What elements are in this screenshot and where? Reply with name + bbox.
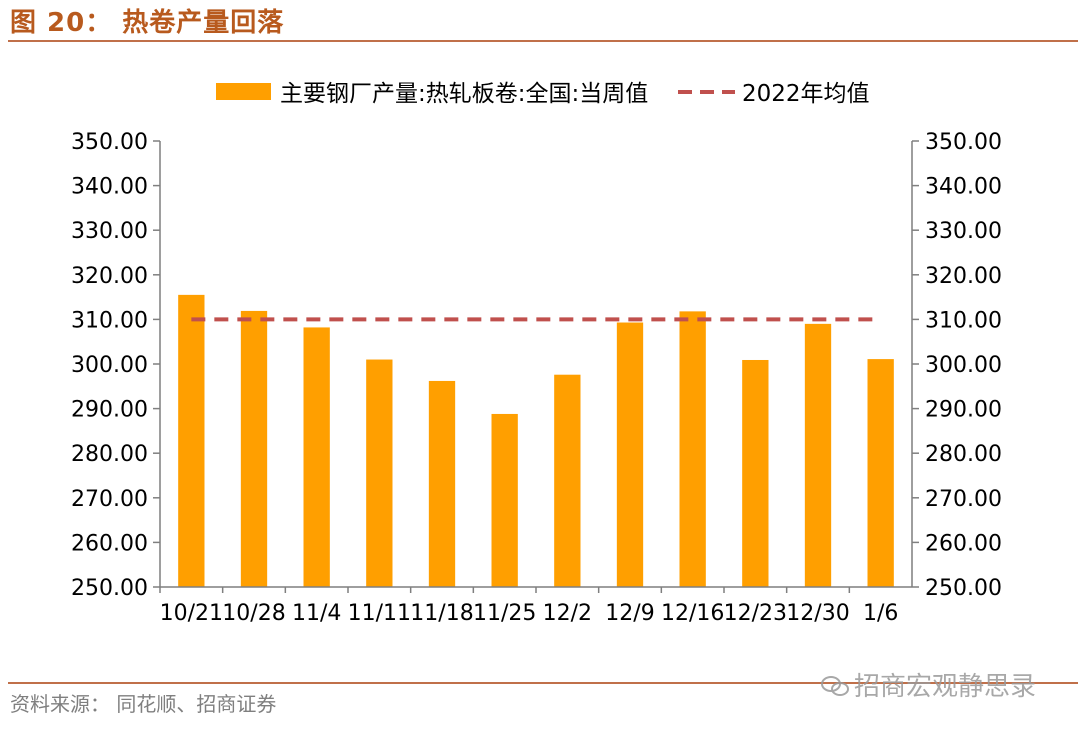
bar-11-25 — [491, 413, 518, 587]
legend-swatch-bar — [216, 83, 271, 100]
figure-title: 图 20： 热卷产量回落 — [10, 8, 285, 38]
y-tick-label-left: 310.00 — [71, 308, 148, 333]
bar-10-21 — [178, 294, 205, 587]
legend-label-average: 2022年均值 — [742, 81, 870, 107]
bar-11-18 — [428, 380, 456, 587]
y-tick-label-left: 330.00 — [71, 219, 148, 244]
bar-12-9 — [616, 322, 644, 587]
x-tick-label: 12/9 — [605, 601, 654, 626]
bar-12-23 — [742, 359, 769, 587]
y-tick-label-left: 280.00 — [71, 442, 148, 467]
watermark: 招商宏观静思录 — [820, 666, 1036, 703]
bar-12-30 — [804, 323, 832, 587]
legend-label-bar: 主要钢厂产量:热轧板卷:全国:当周值 — [280, 81, 648, 107]
y-tick-label-right: 330.00 — [925, 219, 1002, 244]
y-tick-label-right: 290.00 — [925, 398, 1002, 423]
y-tick-label-left: 350.00 — [71, 130, 148, 155]
bar-11-11 — [366, 359, 393, 587]
title-divider — [8, 40, 1078, 42]
y-tick-label-right: 280.00 — [925, 442, 1002, 467]
x-tick-label: 10/28 — [222, 601, 285, 626]
bar-12-16 — [679, 311, 706, 587]
x-tick-label: 12/30 — [786, 601, 849, 626]
bar-series — [178, 294, 894, 587]
bar-10-28 — [240, 310, 268, 587]
y-tick-label-right: 340.00 — [925, 175, 1002, 200]
y-tick-label-right: 300.00 — [925, 353, 1002, 378]
x-tick-label: 1/6 — [863, 601, 898, 626]
bar-chart: 主要钢厂产量:热轧板卷:全国:当周值 2022年均值 250.00260.002… — [71, 81, 1002, 626]
wechat-icon — [821, 676, 849, 696]
y-tick-label-left: 260.00 — [71, 531, 148, 556]
y-tick-label-left: 270.00 — [71, 487, 148, 512]
y-tick-label-right: 270.00 — [925, 487, 1002, 512]
y-tick-label-right: 250.00 — [925, 576, 1002, 601]
x-tick-label: 12/16 — [661, 601, 724, 626]
y-tick-label-left: 250.00 — [71, 576, 148, 601]
bar-11-4 — [303, 327, 330, 587]
x-tick-label: 11/18 — [410, 601, 473, 626]
y-axis-left: 250.00 260.00 270.00 280.00 290.00 300.00 310.… — [71, 130, 161, 601]
x-axis: 10/21 10/28 11/4 11/11 11/18 11/25 12/2 12/9 12/… — [159, 586, 912, 626]
x-tick-label: 11/4 — [292, 601, 341, 626]
y-tick-label-right: 350.00 — [925, 130, 1002, 155]
x-tick-label: 12/2 — [543, 601, 592, 626]
y-tick-label-right: 310.00 — [925, 308, 1002, 333]
source-divider — [8, 682, 1078, 684]
bar-12-2 — [554, 374, 581, 587]
source-note: 资料来源： 同花顺、招商证券 — [10, 692, 277, 716]
y-tick-label-left: 320.00 — [71, 264, 148, 289]
y-tick-label-right: 320.00 — [925, 264, 1002, 289]
x-tick-label: 11/11 — [348, 601, 411, 626]
y-tick-label-left: 300.00 — [71, 353, 148, 378]
y-tick-label-right: 260.00 — [925, 531, 1002, 556]
y-tick-label-left: 290.00 — [71, 398, 148, 423]
bar-1-6 — [867, 359, 894, 587]
x-tick-label: 11/25 — [473, 601, 536, 626]
y-tick-label-left: 340.00 — [71, 175, 148, 200]
x-tick-label: 12/23 — [724, 601, 787, 626]
chart-legend: 主要钢厂产量:热轧板卷:全国:当周值 2022年均值 — [216, 81, 870, 107]
y-axis-right: 250.00 260.00 270.00 280.00 290.00 300.00 310.… — [911, 130, 1002, 601]
watermark-text: 招商宏观静思录 — [854, 672, 1037, 702]
x-tick-label: 10/21 — [160, 601, 223, 626]
